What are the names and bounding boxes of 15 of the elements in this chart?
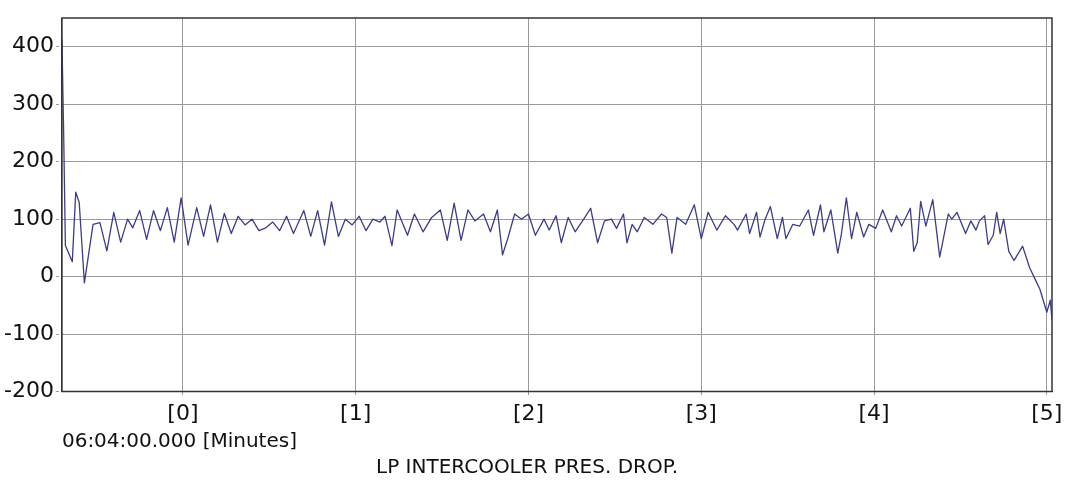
x-tick-label: [5] [1031, 399, 1063, 425]
y-tick-label: -100 [3, 319, 54, 345]
x-tick-label: [2] [512, 399, 545, 425]
y-tick-label: 400 [11, 32, 54, 58]
text: LP INTERCOOLER PRES. DROP. [375, 454, 679, 479]
x-tick-label: [1] [340, 399, 372, 425]
x-axis-title: 06:04:00.000 [Minutes] [61, 428, 297, 453]
y-tick-label: 0 [39, 262, 54, 288]
y-tick-label: -200 [3, 377, 54, 403]
y-tick-label: 300 [11, 89, 54, 115]
y-tick-label: 100 [11, 204, 54, 230]
x-tick-label: [3] [685, 399, 717, 425]
y-tick-label: 200 [11, 147, 54, 173]
x-tick-label: [0] [167, 399, 199, 425]
x-tick-label: [4] [858, 399, 890, 425]
